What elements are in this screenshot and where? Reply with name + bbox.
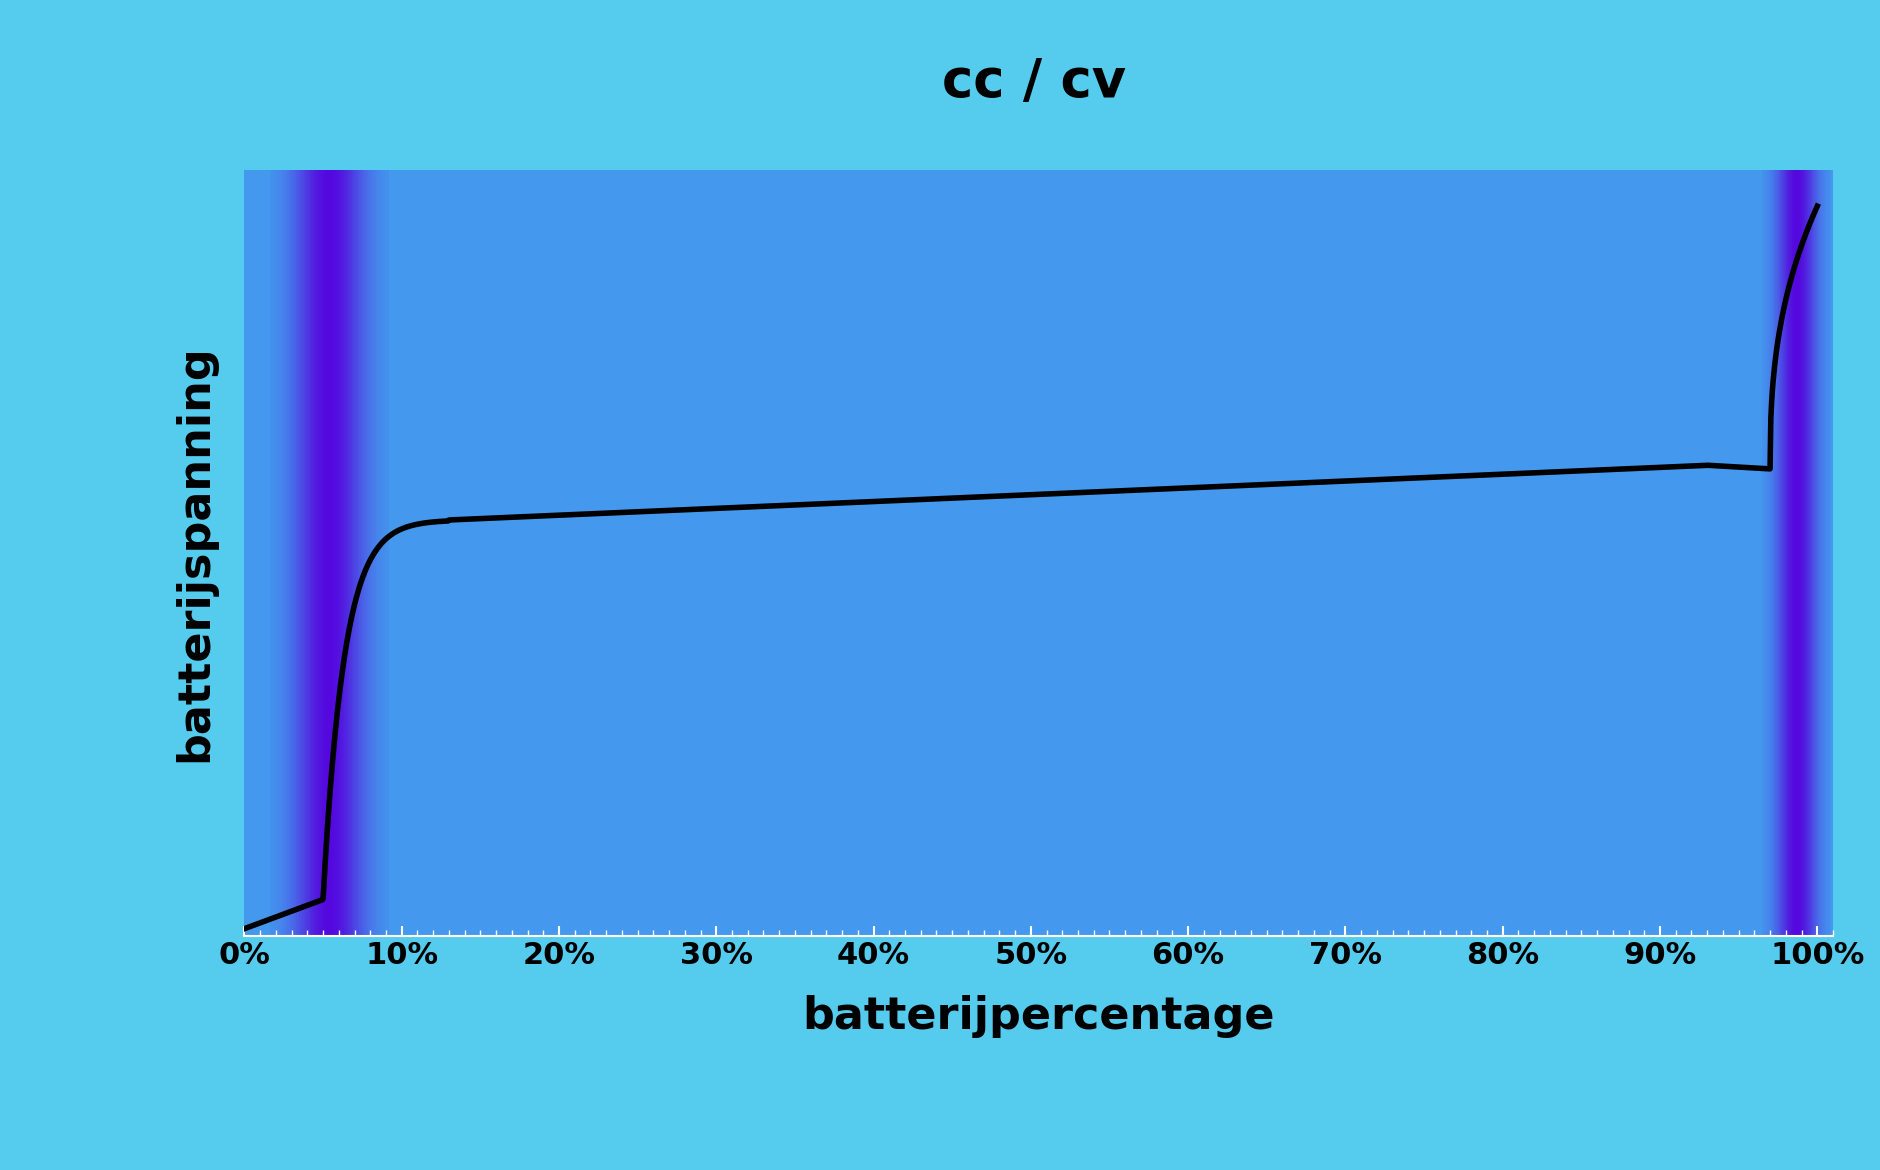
Text: cc / cv: cc / cv <box>942 56 1126 108</box>
X-axis label: batterijpercentage: batterijpercentage <box>803 994 1275 1038</box>
Y-axis label: batterijspanning: batterijspanning <box>173 344 216 762</box>
